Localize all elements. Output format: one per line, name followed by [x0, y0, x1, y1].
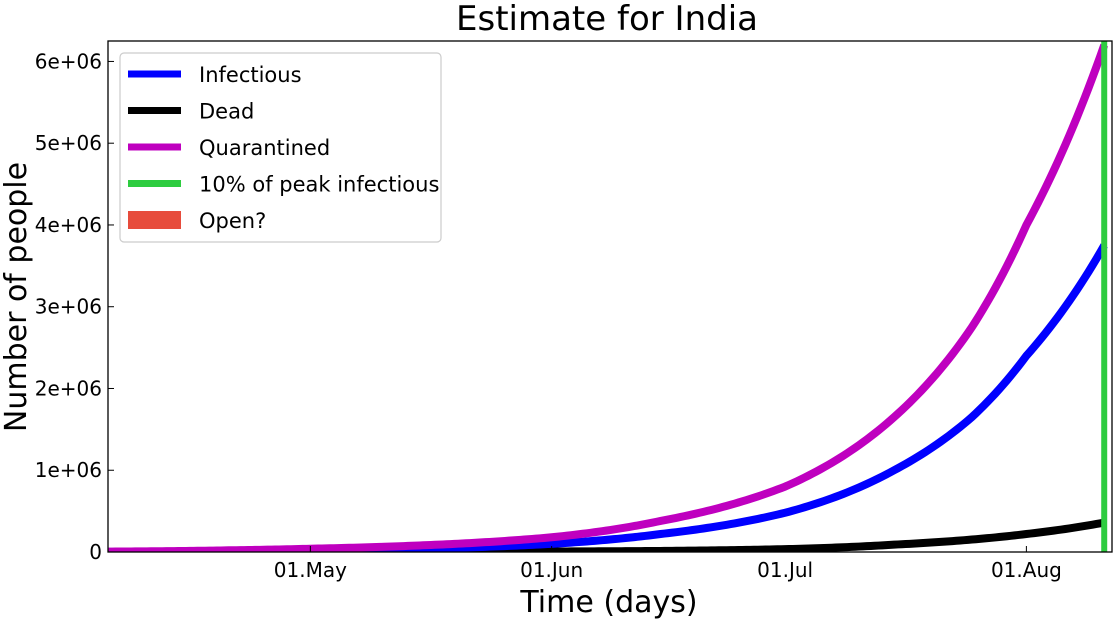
y-tick-label: 1e+06	[35, 458, 102, 482]
plot-frame	[107, 40, 1113, 553]
legend-label: 10% of peak infectious	[199, 173, 439, 197]
y-tick-label: 3e+06	[35, 295, 102, 319]
series-line-quarantined	[108, 43, 1108, 552]
y-axis-label: Number of people	[0, 162, 34, 432]
legend: Infectious Dead Quarantined 10% of peak inf…	[119, 52, 442, 243]
legend-label: Dead	[199, 100, 254, 124]
x-tick-label: 01.Jul	[757, 558, 813, 582]
series-line-infectious	[108, 243, 1108, 552]
y-tick-label: 2e+06	[35, 376, 102, 400]
x-tick-label: 01.Jun	[520, 558, 583, 582]
y-tick-label: 4e+06	[35, 213, 102, 237]
axis-ticks: 01.May 01.Jun 01.Jul 01.Aug 0 1e+06 2e+06 3e+06…	[35, 49, 1062, 582]
y-tick-label: 6e+06	[35, 49, 102, 73]
legend-label: Quarantined	[199, 136, 330, 160]
x-tick-label: 01.Aug	[991, 558, 1062, 582]
legend-swatch	[128, 211, 181, 229]
legend-label: Infectious	[199, 63, 302, 87]
y-tick-label: 5e+06	[35, 131, 102, 155]
x-axis-label: Time (days)	[519, 585, 697, 620]
y-tick-label: 0	[89, 540, 102, 564]
chart-title: Estimate for India	[456, 0, 758, 39]
legend-label: Open?	[199, 209, 266, 233]
x-tick-label: 01.May	[274, 558, 347, 582]
legend-box	[119, 52, 442, 243]
